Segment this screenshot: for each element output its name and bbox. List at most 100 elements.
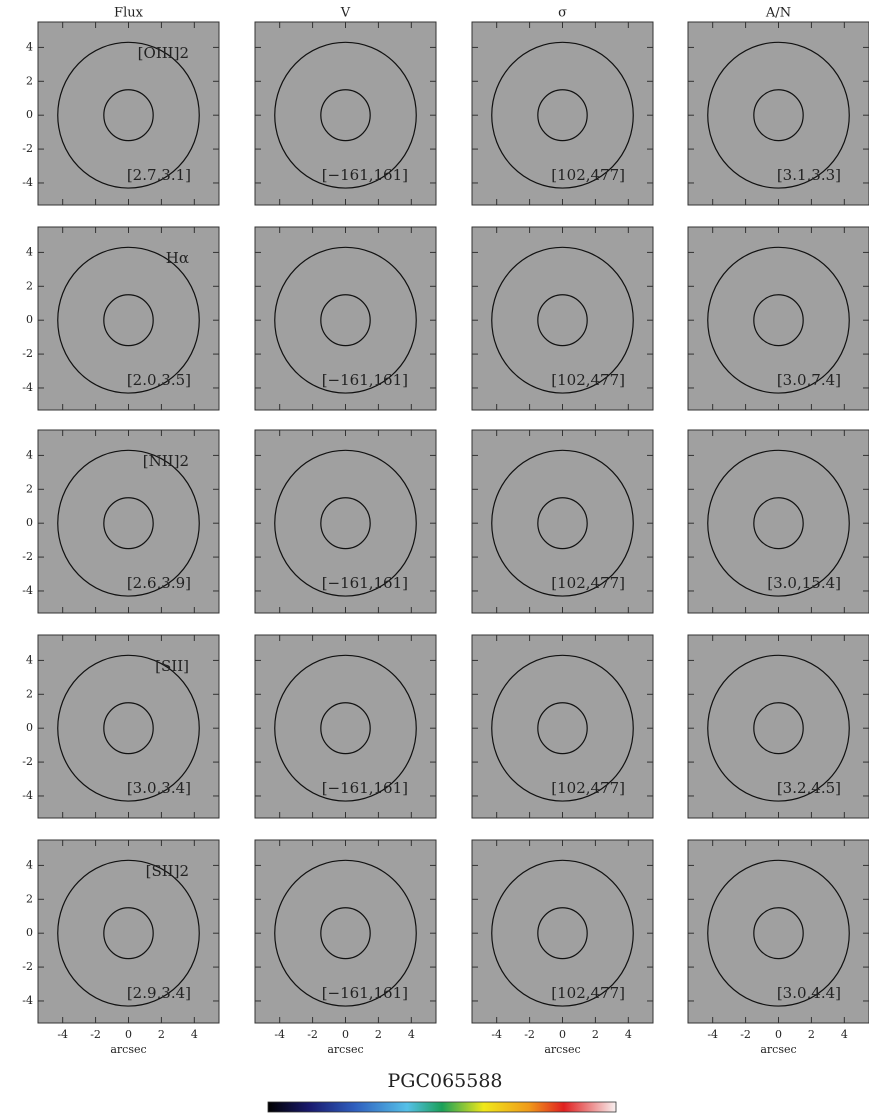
aperture-circle (274, 654, 417, 802)
y-tick-label: 0 (26, 516, 33, 529)
aperture-circle (491, 449, 634, 597)
aperture-circle (57, 449, 200, 597)
line-label: [NII]2 (143, 452, 189, 470)
aperture-circle (707, 859, 850, 1007)
x-tick-label: -2 (90, 1028, 101, 1041)
aperture-circle (274, 246, 417, 394)
x-axis-label: arcsec (760, 1043, 796, 1056)
range-label: [2.6,3.9] (127, 574, 191, 592)
column-title: V (340, 6, 351, 21)
panel (37, 429, 220, 614)
range-label: [−161,161] (322, 984, 408, 1002)
y-tick-label: -4 (22, 994, 33, 1007)
y-tick-label: -4 (22, 176, 33, 189)
x-tick-label: 0 (559, 1028, 566, 1041)
aperture-circle (103, 702, 154, 755)
x-axis-label: arcsec (327, 1043, 363, 1056)
line-label: Hα (166, 249, 189, 267)
y-tick-label: 0 (26, 721, 33, 734)
range-label: [−161,161] (322, 371, 408, 389)
aperture-circle (57, 41, 200, 189)
aperture-circle (57, 246, 200, 394)
aperture-circle (753, 702, 804, 755)
x-axis-label: arcsec (544, 1043, 580, 1056)
panel (254, 839, 437, 1024)
column-title: σ (558, 6, 567, 21)
y-tick-label: 4 (26, 858, 33, 871)
range-label: [3.1,3.3] (777, 166, 841, 184)
y-tick-label: 4 (26, 40, 33, 53)
aperture-circle (103, 89, 154, 142)
range-label: [−161,161] (322, 779, 408, 797)
panel (687, 21, 869, 206)
aperture-circle (491, 859, 634, 1007)
aperture-circle (103, 294, 154, 347)
range-label: [−161,161] (322, 166, 408, 184)
panel (471, 634, 654, 819)
x-tick-label: -2 (740, 1028, 751, 1041)
range-label: [2.9,3.4] (127, 984, 191, 1002)
aperture-circle (57, 859, 200, 1007)
x-tick-label: 0 (775, 1028, 782, 1041)
aperture-circle (491, 246, 634, 394)
panel (687, 226, 869, 411)
aperture-circle (320, 907, 371, 960)
range-label: [2.7,3.1] (127, 166, 191, 184)
aperture-circle (753, 497, 804, 550)
aperture-circle (274, 859, 417, 1007)
y-tick-label: 4 (26, 653, 33, 666)
aperture-circle (491, 654, 634, 802)
y-tick-label: 2 (26, 482, 33, 495)
aperture-circle (320, 702, 371, 755)
y-tick-label: 4 (26, 448, 33, 461)
x-tick-label: -2 (524, 1028, 535, 1041)
x-tick-label: -4 (57, 1028, 68, 1041)
panel (687, 634, 869, 819)
panel (254, 21, 437, 206)
aperture-circle (320, 294, 371, 347)
range-label: [3.0,3.4] (127, 779, 191, 797)
aperture-circle (753, 294, 804, 347)
panel (471, 226, 654, 411)
aperture-circle (537, 907, 588, 960)
aperture-circle (753, 89, 804, 142)
y-tick-label: 2 (26, 892, 33, 905)
range-label: [−161,161] (322, 574, 408, 592)
aperture-circle (320, 89, 371, 142)
range-label: [3.0,7.4] (777, 371, 841, 389)
line-label: [SII]2 (146, 862, 189, 880)
range-label: [102,477] (551, 166, 625, 184)
x-tick-label: 2 (375, 1028, 382, 1041)
aperture-circle (274, 449, 417, 597)
colorbar (267, 1101, 617, 1113)
range-label: [2.0,3.5] (127, 371, 191, 389)
range-label: [3.0,15.4] (767, 574, 841, 592)
aperture-circle (707, 246, 850, 394)
aperture-circle (537, 497, 588, 550)
x-tick-label: -4 (491, 1028, 502, 1041)
x-tick-label: 2 (158, 1028, 165, 1041)
range-label: [102,477] (551, 574, 625, 592)
y-tick-label: -2 (22, 550, 33, 563)
y-tick-label: 2 (26, 74, 33, 87)
aperture-circle (537, 702, 588, 755)
aperture-circle (537, 294, 588, 347)
line-label: [OIII]2 (138, 44, 189, 62)
aperture-circle (103, 907, 154, 960)
aperture-circle (707, 41, 850, 189)
panel (687, 429, 869, 614)
x-tick-label: -2 (307, 1028, 318, 1041)
y-tick-label: -4 (22, 789, 33, 802)
x-tick-label: 4 (408, 1028, 415, 1041)
panel (254, 634, 437, 819)
y-tick-label: 2 (26, 687, 33, 700)
x-tick-label: 0 (342, 1028, 349, 1041)
y-tick-label: 0 (26, 108, 33, 121)
aperture-circle (537, 89, 588, 142)
column-title: Flux (114, 6, 144, 21)
aperture-circle (320, 497, 371, 550)
panel (37, 21, 220, 206)
y-tick-label: -2 (22, 142, 33, 155)
y-tick-label: -4 (22, 584, 33, 597)
